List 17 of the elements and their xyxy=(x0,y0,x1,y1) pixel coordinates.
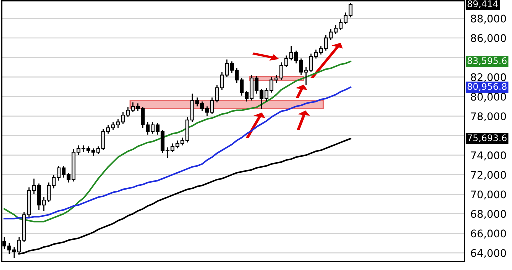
text: 83,595.6 xyxy=(468,57,507,66)
line-series xyxy=(4,86,352,220)
y-tick-label: 80,000 xyxy=(471,93,506,102)
line-series xyxy=(4,60,352,223)
y-tick-label: 82,000 xyxy=(471,74,506,82)
y-tick-label: 64,000 xyxy=(471,249,506,258)
text: 89,414 xyxy=(468,0,498,8)
y-tick-label: 66,000 xyxy=(471,230,506,239)
text: 80,956.8 xyxy=(468,83,507,92)
y-tick-label: 88,000 xyxy=(471,14,506,24)
y-tick-label: 72,000 xyxy=(471,171,506,180)
y-tick-label: 78,000 xyxy=(471,112,506,122)
y-tick-label: 70,000 xyxy=(471,190,506,200)
y-tick-label: 68,000 xyxy=(471,210,506,220)
y-tick-label: 74,000 xyxy=(471,152,506,161)
y-tick-label: 86,000 xyxy=(471,34,506,44)
text: 75,693.6 xyxy=(468,134,507,142)
